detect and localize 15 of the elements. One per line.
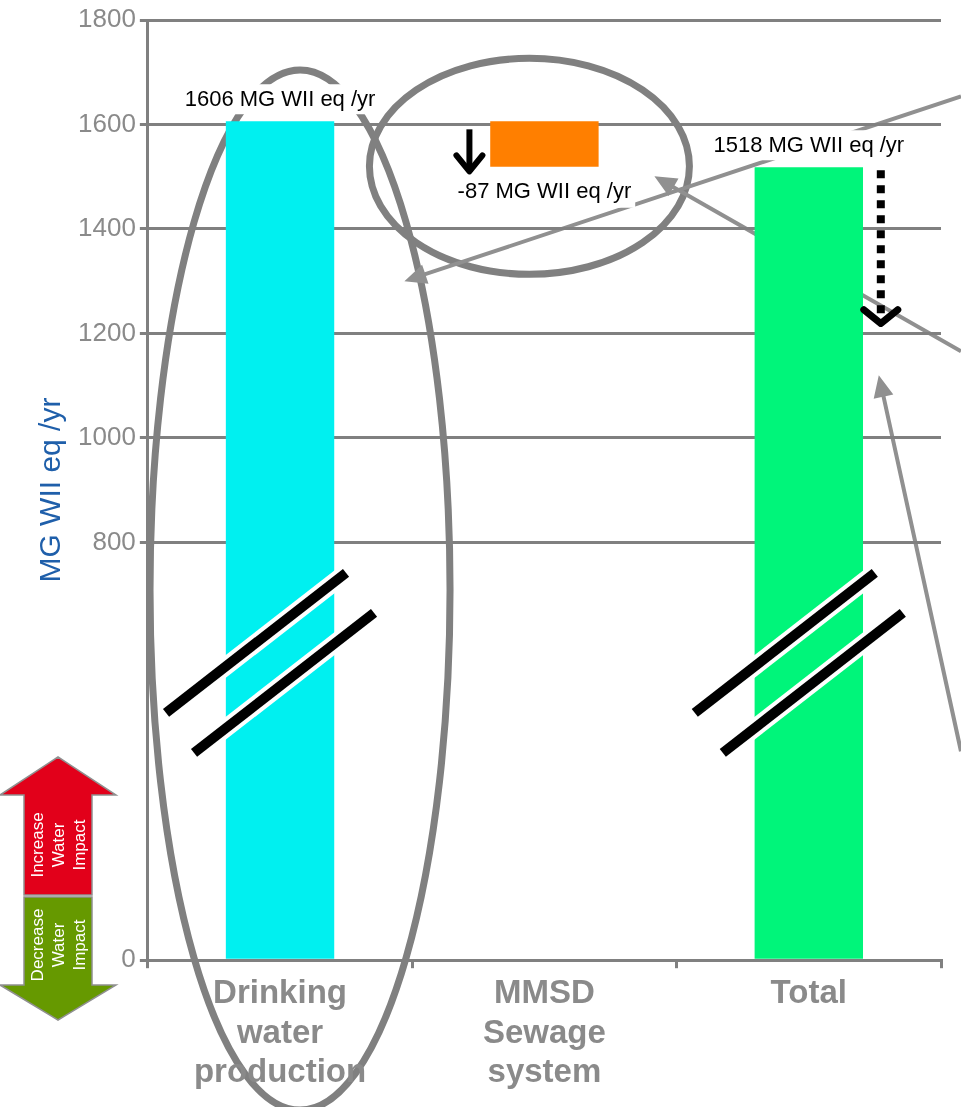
y-axis-title: MG WII eq /yr bbox=[33, 397, 67, 583]
y-tick-label: 1600 bbox=[78, 107, 136, 138]
data-label: -87 MG WII eq /yr bbox=[457, 177, 632, 203]
data-label: 1606 MG WII eq /yr bbox=[184, 86, 376, 112]
x-tick-label: Total bbox=[770, 973, 847, 1011]
y-tick-label: 800 bbox=[92, 525, 136, 556]
text: Increase Water Impact bbox=[28, 812, 89, 878]
y-tick-label: 1200 bbox=[78, 316, 136, 347]
data-label: 1518 MG WII eq /yr bbox=[713, 132, 905, 158]
x-tick-label: MMSD Sewage system bbox=[482, 973, 606, 1090]
y-tick-label: 1800 bbox=[78, 3, 136, 34]
y-tick-label: 0 bbox=[121, 943, 136, 974]
y-tick-label: 1400 bbox=[78, 212, 136, 243]
y-tick-label: 1000 bbox=[78, 421, 136, 452]
text: Decrease Water Impact bbox=[28, 908, 89, 982]
